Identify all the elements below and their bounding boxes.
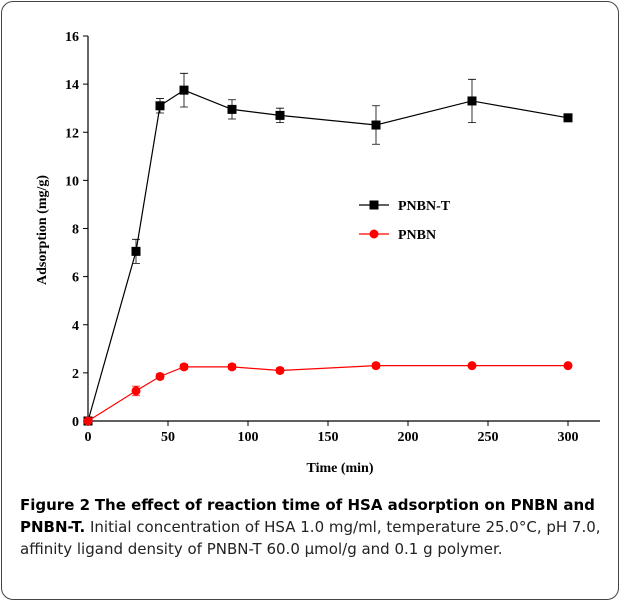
marker bbox=[563, 361, 573, 371]
y-tick-label: 8 bbox=[72, 223, 79, 238]
y-tick-label: 16 bbox=[65, 30, 79, 45]
legend-marker bbox=[369, 229, 379, 239]
y-tick-label: 12 bbox=[65, 126, 79, 141]
y-tick-label: 10 bbox=[65, 174, 79, 189]
marker bbox=[131, 386, 141, 396]
caption: Figure 2 The effect of reaction time of … bbox=[20, 494, 610, 560]
legend-label: PNBN bbox=[398, 228, 436, 243]
y-tick-label: 14 bbox=[65, 78, 79, 93]
y-tick-label: 6 bbox=[72, 271, 79, 286]
x-tick-label: 250 bbox=[478, 430, 499, 445]
marker bbox=[179, 85, 189, 95]
marker bbox=[227, 362, 237, 372]
marker bbox=[467, 96, 477, 106]
marker bbox=[179, 362, 189, 372]
marker bbox=[563, 113, 573, 123]
caption-label: Figure 2 bbox=[20, 496, 91, 514]
y-tick-label: 2 bbox=[72, 367, 79, 382]
y-axis-label: Adsorption (mg/g) bbox=[35, 175, 50, 285]
legend-label: PNBN-T bbox=[398, 199, 451, 214]
legend-marker bbox=[369, 200, 379, 210]
marker bbox=[155, 371, 165, 381]
series-line bbox=[87, 89, 569, 422]
x-tick-label: 50 bbox=[161, 430, 175, 445]
caption-title: The effect of reaction time of HSA adsor… bbox=[20, 496, 595, 536]
y-tick-label: 0 bbox=[72, 415, 79, 430]
marker bbox=[131, 246, 141, 256]
marker bbox=[83, 416, 93, 426]
x-tick-label: 300 bbox=[558, 430, 579, 445]
marker bbox=[371, 361, 381, 371]
marker bbox=[275, 365, 285, 375]
marker bbox=[275, 110, 285, 120]
x-axis-label: Time (min) bbox=[306, 461, 373, 476]
x-tick-label: 0 bbox=[85, 430, 92, 445]
marker bbox=[155, 101, 165, 111]
y-tick-label: 4 bbox=[72, 319, 79, 334]
marker bbox=[227, 104, 237, 114]
x-tick-label: 200 bbox=[398, 430, 419, 445]
chart: Adsorption (mg/g) Time (min) 0 2 4 6 8 10 12 14… bbox=[35, 30, 600, 476]
marker bbox=[467, 361, 477, 371]
marker bbox=[371, 120, 381, 130]
x-tick-label: 150 bbox=[318, 430, 339, 445]
caption-text: Initial concentration of HSA 1.0 mg/ml, … bbox=[20, 518, 601, 558]
x-tick-label: 100 bbox=[238, 430, 259, 445]
